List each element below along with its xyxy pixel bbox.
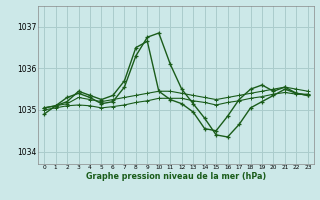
X-axis label: Graphe pression niveau de la mer (hPa): Graphe pression niveau de la mer (hPa) — [86, 172, 266, 181]
